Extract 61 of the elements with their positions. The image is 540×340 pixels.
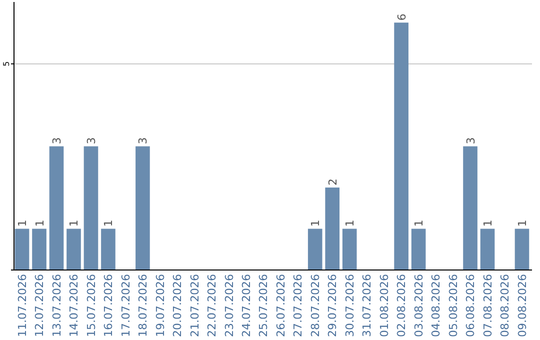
x-tick-label: 02.08.2026 <box>395 274 408 337</box>
x-tick-label: 01.08.2026 <box>378 274 391 337</box>
data-label: 3 <box>50 137 64 144</box>
x-tick-label: 29.07.2026 <box>326 274 340 337</box>
bar <box>308 228 322 270</box>
x-tick-label: 25.07.2026 <box>257 274 270 337</box>
x-tick-label: 13.07.2026 <box>50 274 64 337</box>
data-label: 1 <box>33 220 46 227</box>
data-label: 1 <box>16 220 30 227</box>
x-tick-label: 08.08.2026 <box>498 274 512 337</box>
x-tick-label: 06.08.2026 <box>464 274 478 337</box>
x-tick-label: 22.07.2026 <box>206 274 219 337</box>
x-tick-label: 11.07.2026 <box>16 274 29 337</box>
data-label: 1 <box>344 220 357 227</box>
bar <box>342 228 357 270</box>
bar <box>84 146 98 270</box>
data-label: 1 <box>482 220 495 227</box>
bar <box>136 146 150 270</box>
x-tick-label: 16.07.2026 <box>102 274 116 337</box>
x-tick-label: 12.07.2026 <box>33 274 46 337</box>
y-tick-label: 5 <box>2 61 11 66</box>
x-tick-label: 15.07.2026 <box>84 274 98 337</box>
x-tick-label: 23.07.2026 <box>222 274 236 337</box>
bar <box>411 228 426 270</box>
data-label: 3 <box>136 137 150 144</box>
bar <box>14 228 30 270</box>
x-tick-label: 17.07.2026 <box>119 274 132 337</box>
x-tick-label: 19.07.2026 <box>154 274 167 337</box>
bar <box>463 146 478 270</box>
x-tick-label: 24.07.2026 <box>240 274 253 337</box>
x-tick-label: 09.08.2026 <box>516 274 529 337</box>
bar <box>66 228 81 270</box>
x-tick-label: 20.07.2026 <box>171 274 184 337</box>
x-tick-label: 04.08.2026 <box>430 274 443 337</box>
x-tick-label: 03.08.2026 <box>412 274 426 337</box>
bar <box>325 188 340 270</box>
bar <box>514 228 530 270</box>
data-label: 1 <box>68 220 81 227</box>
bar <box>394 22 408 270</box>
bar <box>101 228 116 270</box>
bar <box>49 146 64 270</box>
bar <box>32 228 46 270</box>
x-tick-label: 05.08.2026 <box>446 274 460 337</box>
data-label: 3 <box>84 137 98 144</box>
x-tick-label: 26.07.2026 <box>274 274 288 337</box>
data-label: 3 <box>464 137 478 144</box>
data-label: 1 <box>412 220 426 227</box>
x-tick-label: 21.07.2026 <box>188 274 202 337</box>
data-label: 1 <box>516 220 529 227</box>
x-tick-label: 27.07.2026 <box>292 274 305 337</box>
x-tick-label: 31.07.2026 <box>360 274 374 337</box>
x-tick-label: 28.07.2026 <box>308 274 322 337</box>
x-tick-label: 30.07.2026 <box>343 274 356 337</box>
data-label: 2 <box>326 178 340 186</box>
x-tick-label: 18.07.2026 <box>136 274 150 337</box>
data-label: 1 <box>102 220 116 227</box>
data-label: 1 <box>309 220 322 227</box>
x-tick-label: 07.08.2026 <box>481 274 494 337</box>
x-tick-label: 14.07.2026 <box>68 274 81 337</box>
data-label: 6 <box>395 14 408 21</box>
bar <box>480 228 495 270</box>
